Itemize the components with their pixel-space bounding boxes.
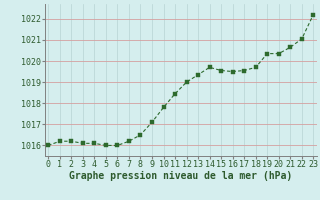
X-axis label: Graphe pression niveau de la mer (hPa): Graphe pression niveau de la mer (hPa) xyxy=(69,171,292,181)
